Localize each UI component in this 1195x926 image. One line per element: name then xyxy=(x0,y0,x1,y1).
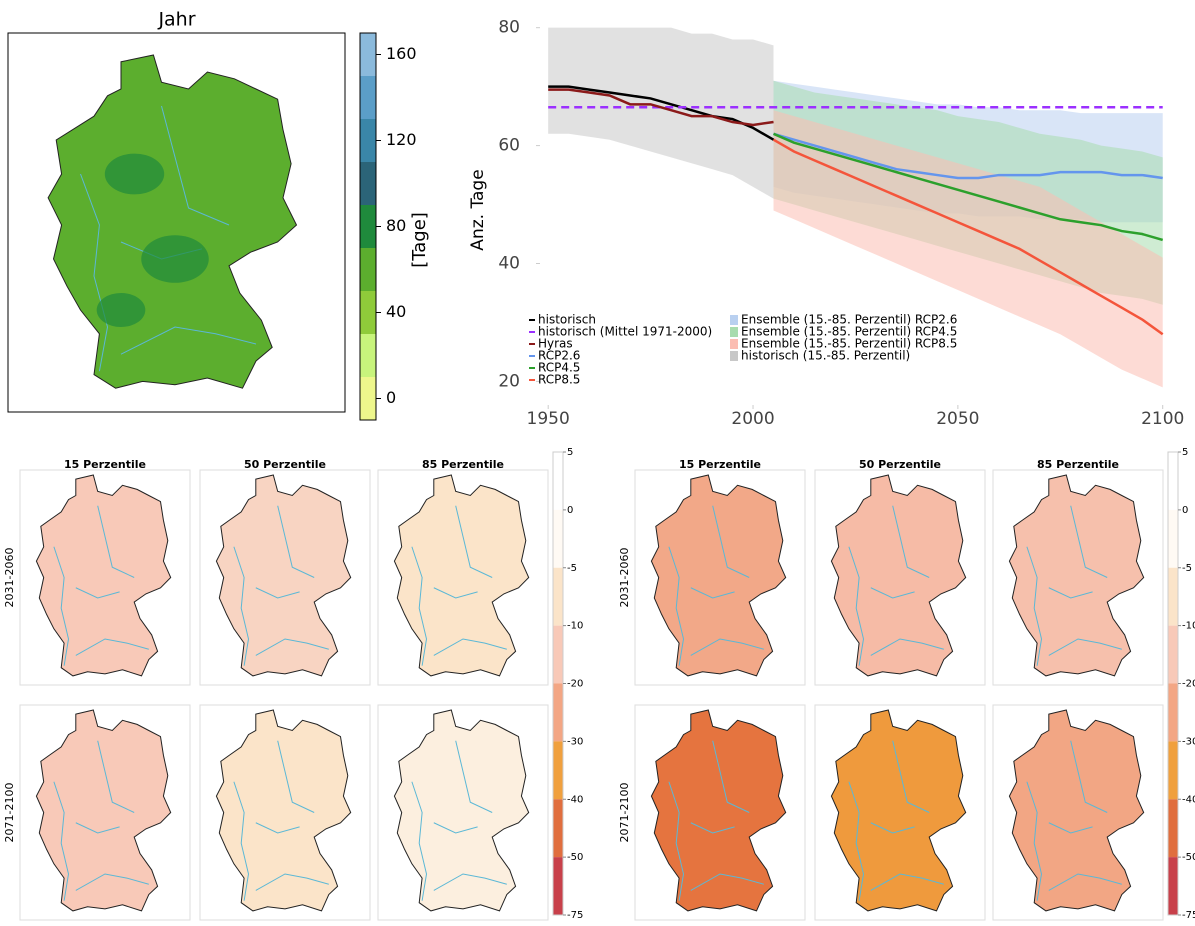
colorbar-bin xyxy=(553,510,563,568)
colorbar-tick-label: -30 xyxy=(1182,736,1195,747)
y-tick-label: 20 xyxy=(498,371,520,391)
colorbar-tick-label: -10 xyxy=(1182,621,1195,632)
column-title: 50 Perzentile xyxy=(859,458,941,471)
band xyxy=(548,28,773,199)
colorbar-tick-label: 40 xyxy=(386,302,406,321)
colorbar-tick-label: -50 xyxy=(1182,852,1195,863)
row-label: 2071-2100 xyxy=(618,783,631,843)
map-region xyxy=(105,154,164,195)
colorbar-bin xyxy=(1168,568,1178,626)
colorbar-bin xyxy=(360,33,376,76)
colorbar-bin xyxy=(360,334,376,377)
column-title: 50 Perzentile xyxy=(244,458,326,471)
colorbar-bin xyxy=(1168,626,1178,684)
column-title: 15 Perzentile xyxy=(679,458,761,471)
map-region xyxy=(97,293,146,327)
colorbar-tick-label: 120 xyxy=(386,130,417,149)
y-tick-label: 80 xyxy=(498,18,520,38)
colorbar-bin xyxy=(553,799,563,857)
colorbar-tick-label: 0 xyxy=(386,388,396,407)
colorbar-bin xyxy=(360,205,376,248)
colorbar-tick-label: 5 xyxy=(1182,447,1188,458)
colorbar-tick-label: -20 xyxy=(567,679,583,690)
colorbar-bin xyxy=(553,857,563,915)
row-label: 2031-2060 xyxy=(618,548,631,608)
column-title: 15 Perzentile xyxy=(64,458,146,471)
colorbar-tick-label: 5 xyxy=(567,447,573,458)
colorbar-bin xyxy=(1168,452,1178,510)
colorbar-tick-label: 0 xyxy=(1182,505,1188,516)
map-region xyxy=(141,235,209,283)
colorbar-bin xyxy=(1168,510,1178,568)
colorbar-bin xyxy=(553,626,563,684)
colorbar-bin xyxy=(553,452,563,510)
x-tick-label: 1950 xyxy=(527,409,570,429)
column-title: 85 Perzentile xyxy=(1037,458,1119,471)
colorbar-bin xyxy=(360,291,376,334)
colorbar-tick-label: -10 xyxy=(567,621,583,632)
colorbar-bin xyxy=(553,568,563,626)
colorbar-bin xyxy=(360,377,376,420)
colorbar-bin xyxy=(1168,799,1178,857)
colorbar-bin xyxy=(1168,857,1178,915)
colorbar-tick-label: -5 xyxy=(1182,563,1192,574)
colorbar-tick-label: -30 xyxy=(567,736,583,747)
colorbar-bin xyxy=(1168,741,1178,799)
legend-label: historisch (15.-85. Perzentil) xyxy=(741,349,910,363)
colorbar-tick-label: 0 xyxy=(567,505,573,516)
row-label: 2031-2060 xyxy=(3,548,16,608)
colorbar-bin xyxy=(360,162,376,205)
y-tick-label: 40 xyxy=(498,254,520,274)
colorbar-tick-label: -5 xyxy=(567,563,577,574)
legend-swatch xyxy=(730,315,738,325)
colorbar-tick-label: -40 xyxy=(1182,794,1195,805)
colorbar-tick-label: 160 xyxy=(386,44,417,63)
colorbar-tick-label: -40 xyxy=(567,794,583,805)
x-tick-label: 2100 xyxy=(1141,409,1184,429)
y-tick-label: 60 xyxy=(498,136,520,156)
row-label: 2071-2100 xyxy=(3,783,16,843)
legend-swatch xyxy=(730,327,738,337)
colorbar-bin xyxy=(553,684,563,742)
colorbar-tick-label: -50 xyxy=(567,852,583,863)
colorbar-tick-label: -75 xyxy=(1182,910,1195,921)
colorbar-label: [Tage] xyxy=(409,212,430,268)
legend-swatch xyxy=(730,339,738,349)
colorbar-bin xyxy=(1168,684,1178,742)
colorbar-bin xyxy=(360,76,376,119)
y-axis-label: Anz. Tage xyxy=(468,169,488,250)
colorbar-tick-label: 80 xyxy=(386,216,406,235)
colorbar-bin xyxy=(553,741,563,799)
colorbar-bin xyxy=(360,119,376,162)
colorbar-tick-label: -75 xyxy=(567,910,583,921)
map-title: Jahr xyxy=(157,9,195,31)
colorbar-tick-label: -20 xyxy=(1182,679,1195,690)
column-title: 85 Perzentile xyxy=(422,458,504,471)
legend-swatch xyxy=(730,351,738,361)
x-tick-label: 2000 xyxy=(731,409,774,429)
x-tick-label: 2050 xyxy=(936,409,979,429)
colorbar-bin xyxy=(360,248,376,291)
legend-label: RCP8.5 xyxy=(538,373,580,387)
